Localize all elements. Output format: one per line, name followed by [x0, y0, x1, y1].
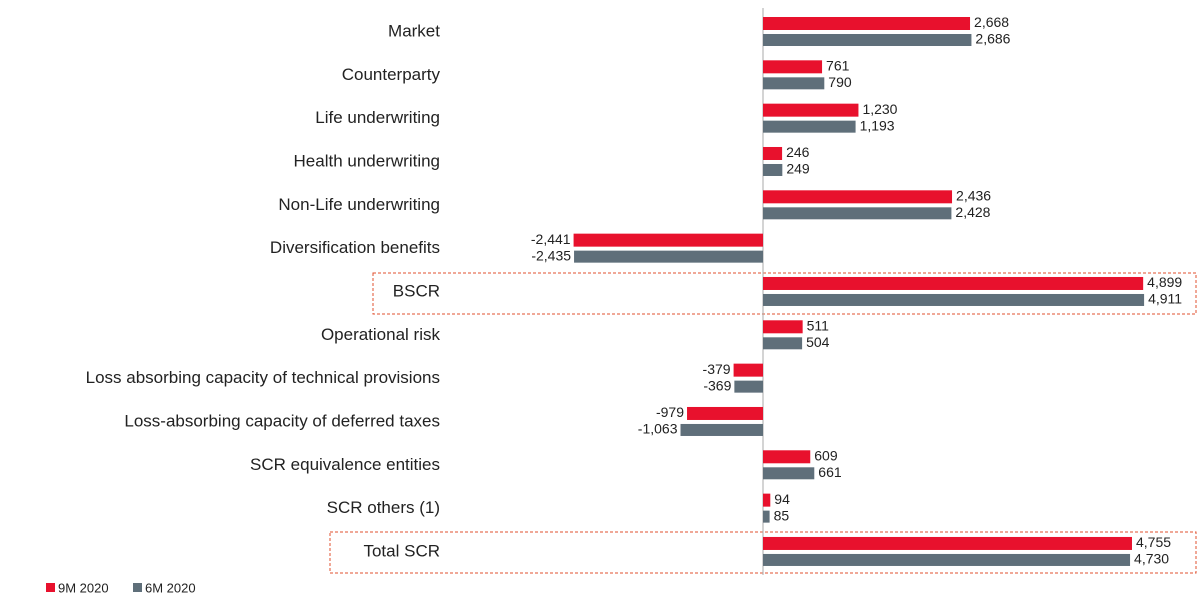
bar: [763, 103, 859, 117]
bar: [763, 190, 953, 204]
bar: [763, 450, 811, 464]
category-label: SCR equivalence entities: [250, 455, 440, 474]
value-label: 4,755: [1136, 534, 1171, 550]
value-label: 504: [806, 334, 830, 350]
bar: [763, 207, 952, 220]
value-label: -1,063: [638, 421, 678, 437]
bar: [763, 146, 783, 160]
category-label: Counterparty: [342, 65, 441, 84]
category-label: Market: [388, 21, 440, 40]
bar: [763, 34, 972, 46]
value-label: 761: [826, 58, 850, 74]
category-label: Non-Life underwriting: [278, 195, 440, 214]
value-label: -979: [656, 404, 684, 420]
bar: [763, 60, 823, 74]
bar: [573, 233, 763, 247]
category-label: Health underwriting: [294, 151, 440, 170]
category-label: BSCR: [393, 281, 440, 300]
legend-label: 6M 2020: [145, 580, 196, 595]
value-label: -369: [703, 377, 731, 393]
bar: [763, 276, 1144, 290]
bar: [763, 467, 815, 480]
bar: [763, 510, 770, 523]
value-label: 609: [814, 448, 838, 464]
category-label: Life underwriting: [315, 108, 440, 127]
value-label: -2,435: [531, 247, 571, 263]
legend-label: 9M 2020: [58, 580, 109, 595]
value-label: 249: [786, 161, 810, 177]
bar: [763, 337, 803, 350]
value-label: 1,193: [860, 117, 895, 133]
value-label: -2,441: [531, 231, 571, 247]
value-label: 511: [807, 318, 830, 334]
bar: [763, 120, 856, 133]
value-label: 85: [774, 507, 790, 523]
value-label: 4,911: [1148, 291, 1182, 307]
value-label: 2,436: [956, 188, 991, 204]
bar: [574, 250, 763, 263]
value-label: -379: [703, 361, 731, 377]
bar: [763, 320, 803, 334]
value-label: 4,730: [1134, 551, 1169, 567]
value-label: 2,668: [974, 14, 1009, 30]
category-label: Total SCR: [363, 541, 440, 560]
bar: [763, 493, 771, 507]
highlight-box: [372, 272, 1197, 315]
bar: [763, 536, 1132, 550]
value-label: 790: [828, 74, 852, 90]
value-label: 661: [818, 464, 842, 480]
bar: [763, 77, 825, 90]
bar: [763, 293, 1145, 306]
value-label: 2,686: [975, 31, 1010, 47]
value-label: 2,428: [955, 204, 990, 220]
legend-swatch: [133, 583, 142, 592]
bar: [763, 17, 971, 30]
category-label: Loss absorbing capacity of technical pro…: [86, 368, 440, 387]
bar: [763, 553, 1131, 566]
bar: [680, 423, 763, 436]
category-label: Loss-absorbing capacity of deferred taxe…: [124, 411, 440, 430]
legend-swatch: [46, 583, 55, 592]
bar: [687, 406, 763, 420]
value-label: 94: [774, 491, 790, 507]
bar: [763, 163, 783, 176]
category-label: SCR others (1): [327, 498, 440, 517]
value-label: 1,230: [862, 101, 897, 117]
value-label: 246: [786, 144, 810, 160]
bar: [734, 380, 763, 393]
category-label: Operational risk: [321, 325, 441, 344]
bar: [733, 363, 763, 377]
category-label: Diversification benefits: [270, 238, 440, 257]
value-label: 4,899: [1147, 274, 1182, 290]
